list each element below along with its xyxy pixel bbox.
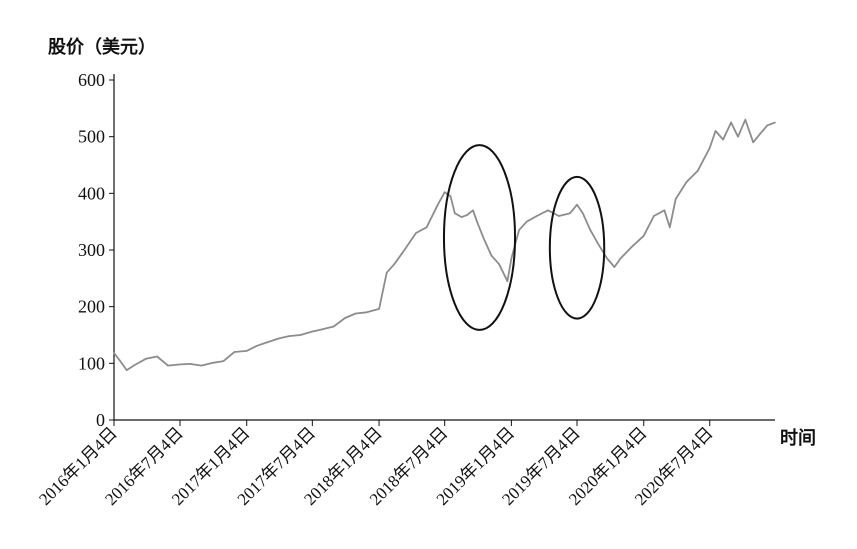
price-point [355,312,357,315]
price-point [642,235,645,237]
price-point [299,334,302,336]
price-point [278,337,280,340]
price-point [547,209,549,212]
price-point [266,341,268,344]
price-point [200,364,203,367]
y-tick-label: 500 [78,127,105,147]
price-point [385,271,388,274]
price-point [663,209,666,212]
price-point [708,147,711,149]
x-ticks: 2016年1月4日2016年7月4日2017年1月4日2017年7月4日2018… [35,420,717,509]
price-point [536,215,538,217]
price-point [483,237,485,240]
price-point [569,212,571,214]
y-tick-label: 600 [78,70,105,90]
price-point [288,335,290,337]
price-point [425,226,428,229]
price-point [156,355,158,358]
price-point [589,229,592,231]
price-point [212,362,214,364]
price-point [630,246,633,248]
y-tick-label: 200 [78,297,105,317]
price-point [558,215,560,217]
price-point [582,212,584,214]
price-point [697,169,699,172]
price-point [189,363,191,365]
price-point [766,124,769,127]
price-point [321,328,324,331]
highlight-ellipse-2 [548,175,606,320]
price-point [245,350,248,352]
price-point [774,121,776,124]
y-ticks: 0 100 200 300 400 500 600 [78,70,114,430]
price-point [613,266,616,268]
price-point [606,257,608,260]
price-point [597,243,600,246]
price-point [113,352,115,354]
price-point [403,249,406,251]
price-point [311,330,313,333]
y-tick-label: 300 [78,240,105,260]
y-tick-label: 100 [78,353,105,373]
price-point [714,130,717,132]
price-point [125,369,128,371]
highlight-ellipse-1 [442,144,517,331]
price-point [454,212,456,214]
price-point [674,198,677,200]
price-point [653,215,655,217]
price-point [415,232,417,234]
price-point [576,203,578,206]
price-point [619,257,622,260]
price-point [119,359,121,362]
price-point [685,181,688,183]
price-point [167,364,169,367]
price-point [256,345,258,347]
price-point [437,203,439,206]
price-point [178,363,180,366]
price-point [744,118,747,121]
price-point [490,254,493,257]
price-point [506,280,509,283]
x-axis-label: 时间 [780,428,816,449]
price-point [752,141,754,144]
price-point [344,317,346,319]
price-point [133,364,136,366]
series-group [113,118,776,372]
price-point [669,226,671,229]
y-tick-label: 0 [96,410,105,430]
price-point [737,135,739,138]
price-point [525,220,528,223]
annotations [442,144,606,331]
price-point [759,133,761,135]
price-point [472,209,474,212]
price-point [443,191,446,193]
price-point [393,263,396,266]
price-point [498,263,500,266]
y-tick-label: 400 [78,183,105,203]
y-axis-label: 股价（美元） [47,36,156,58]
price-point [730,121,732,124]
price-point [233,351,236,353]
price-point [145,358,147,360]
price-point [449,195,452,197]
price-point [365,311,368,314]
price-point [460,216,463,218]
price-point [510,257,513,260]
price-point [476,220,478,223]
price-point [222,360,225,362]
price-point [466,214,469,216]
price-point [378,308,380,310]
price-point [332,325,335,328]
price-point [722,138,724,141]
price-point [518,229,520,231]
